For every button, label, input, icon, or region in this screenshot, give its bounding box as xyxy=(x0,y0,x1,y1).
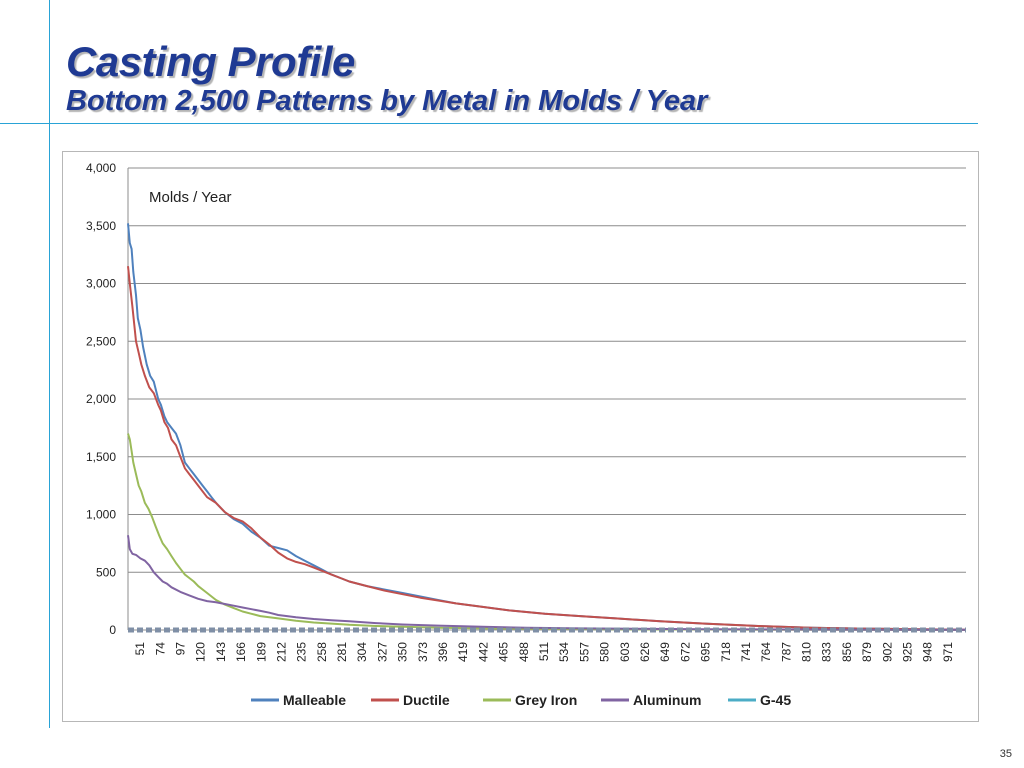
x-tick-label: 373 xyxy=(416,642,430,662)
x-tick-label: 626 xyxy=(638,642,652,662)
series-line-malleable xyxy=(127,223,967,631)
chart-area: 0 500 1,000 1,500 2,000 2,500 3,000 3,500 4,000 … xyxy=(62,151,979,722)
x-tick-label: 442 xyxy=(476,642,490,662)
x-tick-label: 557 xyxy=(577,642,591,662)
slide-number: 35 xyxy=(999,748,1012,760)
x-tick-label: 511 xyxy=(537,642,551,661)
x-tick-label: 787 xyxy=(779,642,793,662)
x-tick-label: 764 xyxy=(759,642,773,662)
x-tick-label: 189 xyxy=(254,642,268,662)
x-tick-label: 603 xyxy=(618,642,632,662)
series-lines xyxy=(127,223,967,633)
x-tick-label: 235 xyxy=(295,642,309,662)
x-tick-label: 281 xyxy=(335,642,349,662)
y-tick-label: 0 xyxy=(109,623,116,637)
y-tick-label: 1,000 xyxy=(86,508,116,522)
x-tick-label: 741 xyxy=(739,642,753,662)
page-subtitle: Bottom 2,500 Patterns by Metal in Molds … xyxy=(66,85,708,117)
x-tick-label: 212 xyxy=(274,642,288,662)
y-tick-label: 2,500 xyxy=(86,334,116,348)
x-tick-label: 143 xyxy=(214,642,228,662)
x-tick-label: 810 xyxy=(800,642,814,662)
y-tick-label: 4,000 xyxy=(86,161,116,175)
x-tick-label: 649 xyxy=(658,642,672,662)
legend: Malleable Ductile Grey Iron Aluminum G-45 xyxy=(251,692,791,708)
x-tick-label: 51 xyxy=(133,642,147,656)
y-tick-label: 3,500 xyxy=(86,219,116,233)
x-tick-label: 327 xyxy=(375,642,389,662)
x-tick-label: 166 xyxy=(234,642,248,662)
x-tick-label: 534 xyxy=(557,642,571,662)
legend-label: G-45 xyxy=(760,692,791,708)
x-tick-label: 419 xyxy=(456,642,470,662)
y-tick-label: 1,500 xyxy=(86,450,116,464)
series-line-aluminum xyxy=(127,535,967,631)
legend-label: Ductile xyxy=(403,692,450,708)
x-tick-label: 718 xyxy=(719,642,733,662)
x-tick-label: 580 xyxy=(598,642,612,662)
chart-annotation: Molds / Year xyxy=(149,189,232,206)
x-axis-ticks: 51 74 97 120 143 166 189 212 235 258 281 304 327 350 3… xyxy=(133,642,955,662)
gridlines xyxy=(127,167,966,631)
x-tick-label: 902 xyxy=(880,642,894,662)
accent-vertical-line xyxy=(49,0,50,728)
x-tick-label: 695 xyxy=(699,642,713,662)
x-tick-label: 971 xyxy=(941,642,955,662)
x-tick-label: 304 xyxy=(355,642,369,662)
x-tick-label: 925 xyxy=(901,642,915,662)
x-tick-label: 258 xyxy=(315,642,329,662)
legend-label: Aluminum xyxy=(633,692,701,708)
x-tick-label: 833 xyxy=(820,642,834,662)
x-tick-label: 396 xyxy=(436,642,450,662)
x-tick-label: 350 xyxy=(396,642,410,662)
page-title: Casting Profile xyxy=(66,38,355,85)
legend-label: Malleable xyxy=(283,692,346,708)
x-tick-label: 488 xyxy=(517,642,531,662)
x-tick-label: 856 xyxy=(840,642,854,662)
x-tick-label: 74 xyxy=(153,642,167,656)
y-axis-ticks: 0 500 1,000 1,500 2,000 2,500 3,000 3,500 4,000 xyxy=(86,161,116,637)
y-tick-label: 3,000 xyxy=(86,277,116,291)
x-tick-label: 672 xyxy=(678,642,692,662)
x-tick-label: 120 xyxy=(194,642,208,662)
y-tick-label: 500 xyxy=(96,565,116,579)
y-tick-label: 2,000 xyxy=(86,392,116,406)
line-chart: 05001,0001,5002,0002,5003,0003,5004,000 … xyxy=(86,161,967,708)
accent-horizontal-line xyxy=(0,123,978,124)
x-tick-label: 465 xyxy=(497,642,511,662)
x-tick-label: 948 xyxy=(921,642,935,662)
x-tick-label: 97 xyxy=(173,642,187,656)
legend-label: Grey Iron xyxy=(515,692,577,708)
x-tick-label: 879 xyxy=(860,642,874,662)
series-line-ductile xyxy=(127,266,967,631)
